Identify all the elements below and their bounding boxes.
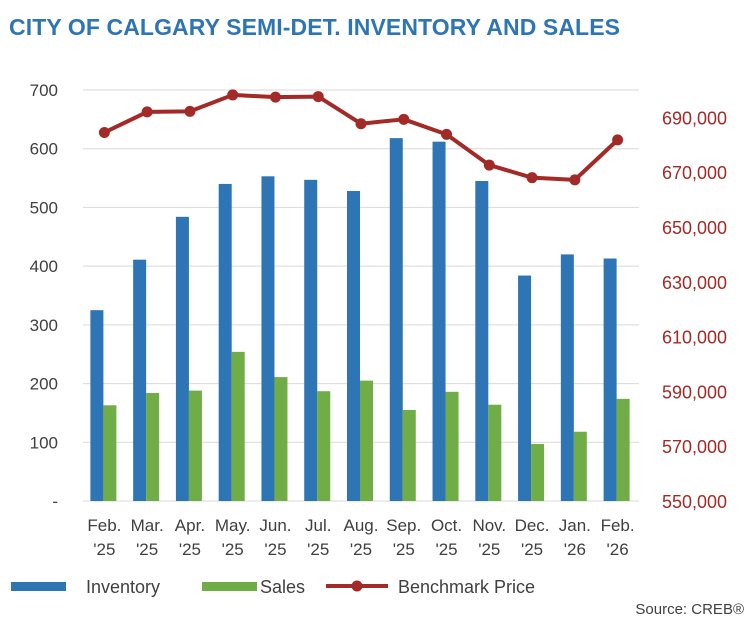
left-axis-tick-label: - [52, 492, 58, 511]
x-axis-month-label: Aug. [344, 516, 379, 535]
left-axis-tick-label: 700 [30, 81, 58, 100]
x-axis-year-label: '25 [350, 540, 372, 559]
x-axis-year-label: '25 [179, 540, 201, 559]
x-axis-year-label: '25 [93, 540, 115, 559]
inventory-bar [90, 310, 104, 501]
left-axis-tick-label: 200 [30, 375, 58, 394]
inventory-bar [603, 258, 617, 501]
x-axis-month-label: Jun. [259, 516, 291, 535]
x-axis-month-label: Sep. [386, 516, 421, 535]
legend-price-marker [351, 580, 363, 592]
inventory-bar [218, 183, 232, 501]
legend-price-label: Benchmark Price [398, 577, 535, 597]
benchmark-price-point [98, 126, 110, 138]
sales-bar [402, 409, 416, 501]
sales-bar [146, 392, 160, 501]
right-axis-tick-label: 690,000 [662, 108, 727, 128]
x-axis-month-label: Dec. [515, 516, 550, 535]
x-axis-month-label: Jul. [305, 516, 331, 535]
sales-bar [616, 398, 630, 501]
benchmark-price-line [103, 92, 619, 182]
benchmark-price-point [398, 113, 410, 125]
sales-bar [274, 377, 288, 501]
sales-bar [317, 391, 331, 501]
inventory-bar [133, 259, 147, 501]
inventory-bar [432, 141, 446, 501]
benchmark-price-point [269, 91, 281, 103]
sales-bar [573, 431, 587, 501]
inventory-bar [475, 181, 489, 501]
legend-sales-label: Sales [260, 577, 305, 597]
benchmark-price-point [227, 89, 239, 101]
x-axis-year-label: '25 [222, 540, 244, 559]
legend-inventory-label: Inventory [86, 577, 160, 597]
left-axis-tick-label: 600 [30, 140, 58, 159]
sales-bar [188, 390, 202, 501]
inventory-bar [347, 190, 360, 501]
sales-bar [445, 391, 459, 501]
right-axis-tick-label: 590,000 [662, 382, 727, 402]
x-axis-month-label: Nov. [472, 516, 506, 535]
left-axis-tick-label: 300 [30, 316, 58, 335]
x-axis-month-label: Oct. [431, 516, 462, 535]
x-axis-month-label: Mar. [131, 516, 164, 535]
inventory-bar [560, 254, 574, 501]
right-axis-tick-label: 670,000 [662, 163, 727, 183]
benchmark-price-point [184, 105, 196, 117]
sales-bar [360, 380, 373, 501]
x-axis-month-label: May. [215, 516, 251, 535]
right-axis-tick-label: 570,000 [662, 437, 727, 457]
inventory-bar [304, 179, 318, 501]
x-axis-year-label: '26 [564, 540, 586, 559]
x-axis-year-label: '25 [307, 540, 329, 559]
sales-bar [103, 405, 117, 501]
sales-bar [231, 351, 245, 501]
benchmark-price-point [355, 118, 367, 130]
legend-inventory-swatch [11, 582, 66, 591]
benchmark-price-point [441, 128, 453, 140]
benchmark-price-point [312, 91, 324, 103]
benchmark-price-point [141, 106, 153, 118]
left-axis-tick-label: 100 [30, 433, 58, 452]
inventory-bar [261, 176, 275, 501]
right-axis-tick-label: 550,000 [662, 492, 727, 512]
x-axis-year-label: '25 [521, 540, 543, 559]
legend-sales-swatch [202, 582, 257, 591]
benchmark-price-point [526, 172, 538, 184]
benchmark-price-point [569, 174, 581, 186]
x-axis-month-label: Feb. [601, 516, 635, 535]
x-axis-year-label: '25 [136, 540, 158, 559]
x-axis-year-label: '25 [478, 540, 500, 559]
right-axis-tick-label: 650,000 [662, 218, 727, 238]
x-axis-year-label: '25 [264, 540, 286, 559]
benchmark-price-point [483, 159, 495, 171]
x-axis-year-label: '25 [393, 540, 415, 559]
x-axis-month-label: Feb. [87, 516, 121, 535]
x-axis-year-label: '25 [435, 540, 457, 559]
inventory-bar [518, 275, 532, 501]
x-axis-year-label: '26 [607, 540, 629, 559]
left-axis-tick-label: 500 [30, 198, 58, 217]
right-axis-tick-label: 610,000 [662, 328, 727, 348]
source-note: Source: CREB® [635, 601, 744, 618]
right-axis-tick-label: 630,000 [662, 273, 727, 293]
chart-title: CITY OF CALGARY SEMI-DET. INVENTORY AND … [9, 14, 621, 40]
sales-bar [531, 444, 545, 501]
benchmark-price-point [612, 134, 624, 146]
inventory-bar [175, 216, 189, 501]
x-axis-month-label: Jan. [559, 516, 591, 535]
x-axis-month-label: Apr. [175, 516, 205, 535]
inventory-bar [389, 138, 403, 501]
left-axis-tick-label: 400 [30, 257, 58, 276]
sales-bar [488, 404, 502, 501]
